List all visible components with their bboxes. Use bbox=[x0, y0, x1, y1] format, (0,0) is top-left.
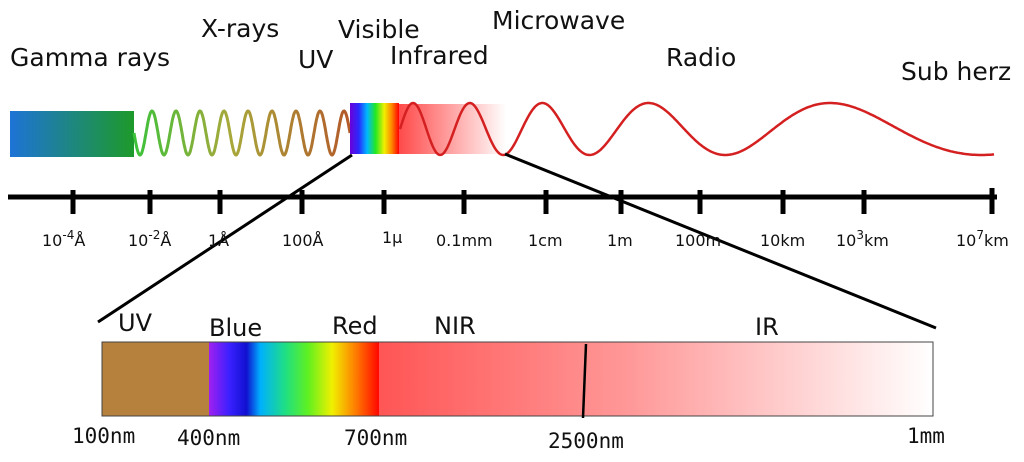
xray-uv-wave bbox=[132, 109, 352, 157]
detail-label-red: Red bbox=[332, 312, 378, 340]
detail-label-nir: NIR bbox=[434, 312, 476, 340]
wavelength-axis-ticks bbox=[70, 188, 995, 214]
tick-label-10-km: 10km bbox=[760, 231, 805, 250]
detail-tick-400nm: 400nm bbox=[177, 426, 240, 450]
gamma-ray-band bbox=[10, 111, 134, 157]
tick-label-1e-2-angstrom: 10-2Å bbox=[128, 228, 171, 250]
radio-wave bbox=[398, 101, 995, 157]
band-label-uv: UV bbox=[298, 45, 333, 74]
tick-label-1e3-km: 103km bbox=[836, 228, 889, 250]
tick-label-1e-4-angstrom: 10-4Å bbox=[42, 228, 85, 250]
tick-label-1-m: 1m bbox=[607, 231, 633, 250]
detail-tick-700nm: 700nm bbox=[344, 426, 407, 450]
band-label-infrared: Infrared bbox=[390, 41, 489, 70]
infrared-band bbox=[399, 104, 506, 154]
tick-label-1e7-km: 107km bbox=[956, 228, 1009, 250]
detail-visible-region bbox=[209, 342, 380, 416]
band-label-xray: X-rays bbox=[201, 14, 279, 43]
detail-tick-1mm: 1mm bbox=[907, 424, 945, 448]
detail-uv-region bbox=[102, 342, 210, 416]
detail-nir-ir-divider bbox=[581, 343, 588, 419]
band-label-gamma: Gamma rays bbox=[10, 43, 170, 72]
detail-label-blue: Blue bbox=[209, 314, 262, 342]
band-label-microwave: Microwave bbox=[492, 6, 625, 35]
tick-label-1-micron: 1μ bbox=[382, 228, 402, 247]
tick-label-1-cm: 1cm bbox=[528, 231, 563, 250]
detail-label-ir: IR bbox=[755, 313, 779, 341]
detail-tick-100nm: 100nm bbox=[72, 424, 135, 448]
tick-label-1-angstrom: 1Å bbox=[208, 231, 229, 250]
tick-label-100-m: 100m bbox=[675, 231, 721, 250]
band-label-subhertz: Sub herz bbox=[901, 57, 1011, 86]
detail-label-uv: UV bbox=[118, 309, 153, 337]
tick-label-0-1-mm: 0.1mm bbox=[436, 231, 493, 250]
tick-label-100-angstrom: 100Å bbox=[282, 231, 324, 250]
visible-band bbox=[350, 103, 399, 154]
detail-band-outline bbox=[101, 341, 934, 417]
detail-tick-2500nm: 2500nm bbox=[548, 429, 624, 453]
zoom-line-right bbox=[504, 152, 937, 330]
detail-infrared-region bbox=[379, 342, 933, 416]
band-label-visible: Visible bbox=[338, 15, 420, 44]
zoom-line-left bbox=[97, 153, 353, 324]
band-label-radio: Radio bbox=[666, 43, 736, 72]
